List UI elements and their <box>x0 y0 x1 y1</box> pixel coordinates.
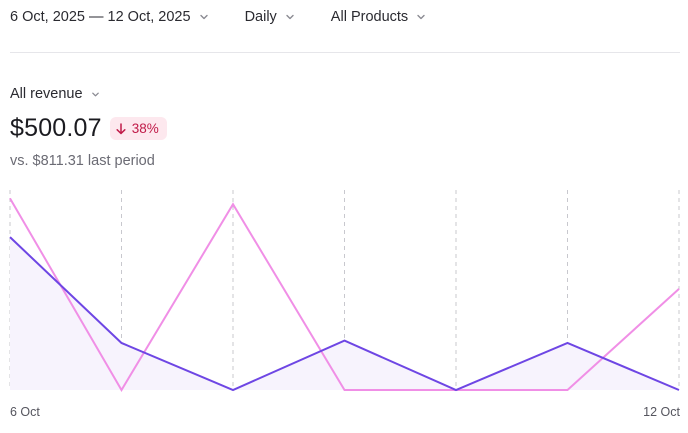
previous-point-6 <box>676 286 682 292</box>
compare-prefix: vs. <box>10 153 29 169</box>
previous-point-2 <box>230 201 236 207</box>
previous-point-1 <box>119 387 125 393</box>
interval-select[interactable]: Daily <box>245 9 295 25</box>
chevron-down-icon <box>199 14 208 20</box>
previous-period-line <box>9 197 680 392</box>
current-point-3 <box>342 338 348 344</box>
header-divider <box>10 52 680 53</box>
chevron-down-icon <box>417 14 425 20</box>
previous-point-4 <box>453 387 459 393</box>
date-range-picker[interactable]: 6 Oct, 2025 — 12 Oct, 2025 <box>10 9 209 25</box>
x-tick-label-start: 6 Oct <box>10 405 40 419</box>
date-range-label: 6 Oct, 2025 — 12 Oct, 2025 <box>10 9 191 25</box>
filter-bar: 6 Oct, 2025 — 12 Oct, 2025 Daily All Pro… <box>10 0 462 34</box>
current-series-area <box>10 237 679 390</box>
current-point-1 <box>119 340 125 346</box>
metric-select-label: All revenue <box>10 86 83 102</box>
compare-suffix: last period <box>87 153 155 169</box>
compare-value: $811.31 <box>32 153 84 169</box>
x-tick-label-end: 12 Oct <box>643 405 680 419</box>
products-label: All Products <box>330 9 409 25</box>
change-percent: 38% <box>131 121 159 136</box>
current-point-0 <box>7 234 13 240</box>
current-point-5 <box>565 340 571 346</box>
chevron-down-icon <box>91 92 99 96</box>
previous-point-0 <box>7 195 13 201</box>
current-point-6 <box>676 387 682 393</box>
previous-point-5 <box>565 387 571 393</box>
chevron-down-icon <box>286 14 294 20</box>
current-point-2 <box>230 387 236 393</box>
metric-value: $500.07 <box>10 114 102 142</box>
interval-label: Daily <box>244 9 277 25</box>
current-period-line <box>9 236 680 392</box>
previous-point-3 <box>342 387 348 393</box>
arrow-down-icon <box>116 122 126 134</box>
change-badge: 38% <box>109 117 167 140</box>
comparison-text: vs. $811.31 last period <box>10 153 155 169</box>
metric-select[interactable]: All revenue <box>10 86 100 102</box>
products-select[interactable]: All Products <box>331 9 426 25</box>
metric-value-row: $500.07 38% <box>10 114 167 143</box>
revenue-line-chart[interactable] <box>0 190 688 400</box>
